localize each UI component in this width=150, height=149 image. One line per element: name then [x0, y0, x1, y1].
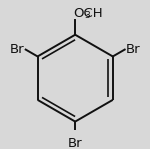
Text: Br: Br [68, 137, 82, 149]
Text: 3: 3 [84, 11, 90, 20]
Text: OCH: OCH [73, 7, 103, 20]
Text: Br: Br [125, 43, 140, 56]
Text: Br: Br [10, 43, 24, 56]
